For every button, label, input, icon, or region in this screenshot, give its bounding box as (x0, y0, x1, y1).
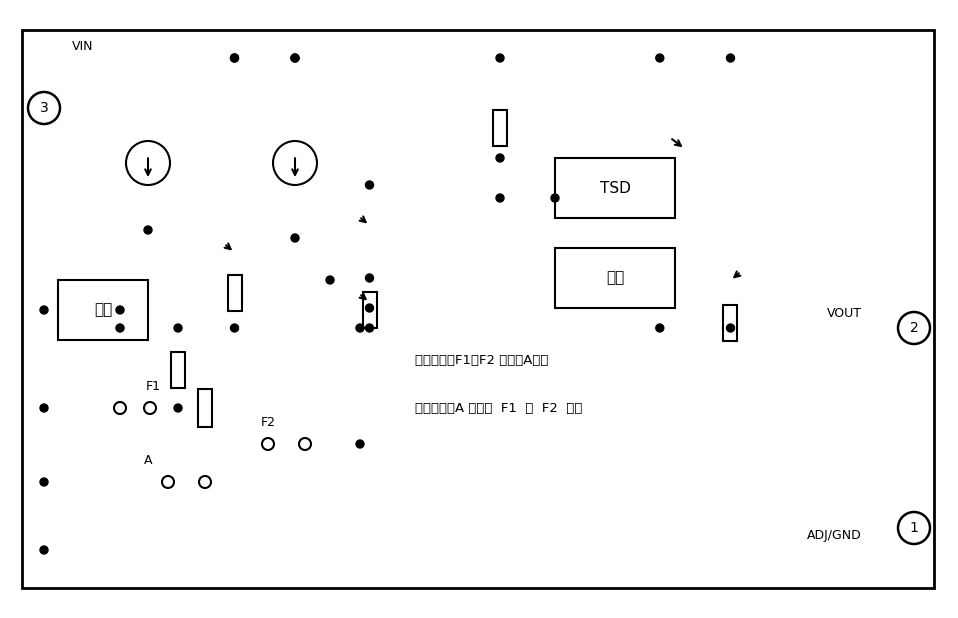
Circle shape (174, 404, 182, 412)
Text: 3: 3 (39, 101, 48, 115)
Bar (198, 389, 212, 427)
Circle shape (496, 154, 504, 162)
Bar (58, 280, 148, 340)
Text: F1: F1 (146, 380, 161, 393)
Circle shape (496, 54, 504, 62)
Text: 1: 1 (909, 521, 919, 535)
Bar (227, 275, 241, 311)
Circle shape (40, 306, 48, 314)
Circle shape (40, 546, 48, 554)
Circle shape (356, 440, 364, 448)
Circle shape (551, 194, 559, 202)
Bar (555, 158, 675, 218)
Circle shape (40, 404, 48, 412)
Circle shape (231, 54, 239, 62)
Circle shape (326, 276, 334, 284)
Circle shape (496, 194, 504, 202)
Circle shape (40, 478, 48, 486)
Text: ADJ/GND: ADJ/GND (808, 530, 862, 543)
Circle shape (174, 324, 182, 332)
Bar (171, 352, 185, 388)
Bar (493, 110, 507, 146)
Circle shape (656, 54, 664, 62)
Bar (555, 248, 675, 308)
Circle shape (291, 234, 299, 242)
Text: VIN: VIN (72, 40, 94, 53)
Text: VOUT: VOUT (827, 307, 862, 320)
Circle shape (366, 274, 374, 282)
Circle shape (116, 324, 124, 332)
Bar (723, 305, 738, 341)
Text: F2: F2 (261, 416, 276, 429)
Circle shape (291, 54, 299, 62)
Text: 2: 2 (910, 321, 919, 335)
Circle shape (726, 54, 735, 62)
Circle shape (291, 54, 299, 62)
Circle shape (366, 304, 374, 312)
Circle shape (726, 324, 735, 332)
Circle shape (366, 181, 374, 189)
Circle shape (356, 324, 364, 332)
Circle shape (116, 306, 124, 314)
Text: 可调版本：A 连接，  F1  和  F2  断开: 可调版本：A 连接， F1 和 F2 断开 (415, 402, 582, 415)
Circle shape (144, 226, 152, 234)
Text: TSD: TSD (600, 180, 630, 195)
Text: 带隙: 带隙 (94, 302, 112, 318)
Bar (362, 292, 376, 328)
Text: 固定版本：F1和F2 连接，A断开: 固定版本：F1和F2 连接，A断开 (415, 353, 548, 366)
Text: 限流: 限流 (605, 271, 624, 286)
Circle shape (231, 324, 239, 332)
Text: A: A (144, 454, 152, 467)
Circle shape (231, 54, 239, 62)
Circle shape (656, 324, 664, 332)
Circle shape (366, 324, 374, 332)
